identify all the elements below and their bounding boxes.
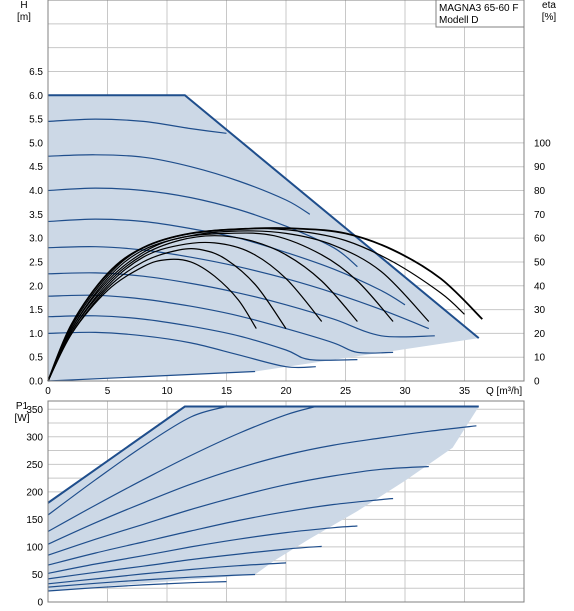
power-speed-curve-5 (47, 497, 394, 566)
eta-axis-title: eta (542, 0, 556, 11)
head-y-tick-label: 3.0 (29, 234, 43, 245)
head-y-tick-label: 2.0 (29, 281, 43, 292)
head-y-tick-label: 4.5 (29, 162, 43, 173)
power-speed-curve-6 (47, 525, 358, 574)
head-y-tick-label: 3.5 (29, 210, 43, 221)
eta-y-tick-label: 70 (534, 210, 546, 221)
head-y-tick-label: 2.5 (29, 257, 43, 268)
power-speed-curve-8 (47, 562, 287, 585)
power-speed-curve-9 (47, 573, 256, 588)
power-speed-curve-10 (47, 581, 227, 592)
power-frame (47, 400, 525, 603)
head-y-tick-label: 1.0 (29, 329, 43, 340)
head-x-tick-label: 5 (105, 386, 111, 397)
head-speed-curve-1 (47, 118, 227, 134)
power-speed-curve-3 (47, 425, 477, 545)
eta-curve-7 (47, 227, 483, 382)
model-label-box (435, 0, 525, 28)
eta-y-tick-label: 10 (534, 353, 546, 364)
power-speed-curve-2 (47, 405, 316, 533)
head-y-tick-label: 5.5 (29, 115, 43, 126)
power-speed-curves (47, 405, 477, 592)
power-speed-curve-4 (47, 465, 429, 556)
head-y-tick-label: 0.5 (29, 353, 43, 364)
head-speed-curve-7 (47, 294, 394, 354)
head-x-tick-label: 25 (340, 386, 352, 397)
head-area-fill (48, 95, 479, 382)
head-y-tick-label: 0.0 (29, 377, 43, 388)
head-speed-curve-5 (47, 246, 430, 330)
head-speed-curve-8 (47, 315, 358, 361)
head-y-tick-label: 6.5 (29, 67, 43, 78)
head-x-tick-label: 0 (45, 386, 51, 397)
power-operating-area (47, 405, 479, 591)
eta-y-tick-label: 40 (534, 281, 546, 292)
power-axis-unit: [W] (15, 413, 30, 424)
power-y-tick-label: 50 (32, 570, 44, 581)
head-x-tick-label: 30 (399, 386, 411, 397)
model-name: MAGNA3 65-60 F (439, 3, 518, 14)
head-x-tick-label: 20 (280, 386, 292, 397)
head-speed-curve-2 (47, 154, 311, 215)
head-x-tick-label: 35 (459, 386, 471, 397)
eta-y-tick-label: 60 (534, 234, 546, 245)
power-speed-curve-1 (47, 405, 227, 516)
power-plot-frame (47, 400, 525, 603)
eta-curve-3 (47, 235, 358, 382)
head-y-tick-label: 1.5 (29, 305, 43, 316)
eta-y-tick-label: 80 (534, 186, 546, 197)
head-plot-frame (47, 0, 525, 382)
eta-curve-5 (47, 230, 430, 382)
power-y-tick-label: 100 (26, 542, 43, 553)
power-area-fill (48, 406, 479, 591)
eta-y-tick-label: 90 (534, 162, 546, 173)
head-x-tick-label: 10 (161, 386, 173, 397)
x-axis-title: Q [m³/h] (486, 386, 522, 397)
eta-y-tick-label: 50 (534, 257, 546, 268)
eta-curve-1 (47, 248, 287, 382)
efficiency-curves (47, 227, 483, 382)
head-y-tick-label: 4.0 (29, 186, 43, 197)
eta-y-tick-label: 30 (534, 305, 546, 316)
power-y-tick-label: 200 (26, 487, 43, 498)
eta-y-tick-label: 20 (534, 329, 546, 340)
model-variant: Modell D (439, 15, 478, 26)
head-y-tick-label: 6.0 (29, 91, 43, 102)
eta-y-tick-label: 0 (534, 377, 540, 388)
head-speed-curve-3 (47, 187, 358, 268)
head-axis-title: H (20, 0, 27, 11)
head-speed-curve-10 (47, 370, 256, 382)
eta-y-tick-label: 100 (534, 138, 551, 149)
power-speed-curve-7 (47, 545, 322, 580)
eta-axis-unit: [%] (542, 12, 557, 23)
head-x-tick-label: 15 (221, 386, 233, 397)
power-axis-title: P1 (16, 401, 29, 412)
eta-curve-4 (47, 232, 394, 382)
power-y-tick-label: 150 (26, 515, 43, 526)
power-speed-curve-0 (47, 406, 186, 504)
head-axis-unit: [m] (17, 12, 31, 23)
power-y-tick-label: 350 (26, 405, 43, 416)
head-frame (47, 0, 525, 382)
power-y-tick-label: 250 (26, 460, 43, 471)
head-y-tick-label: 5.0 (29, 138, 43, 149)
power-y-tick-label: 300 (26, 432, 43, 443)
head-speed-curve-9 (47, 331, 316, 369)
power-y-tick-label: 0 (37, 598, 43, 609)
head-labels: 0.0 0.5 1.0 1.5 2.0 2.5 3.0 3.5 4.0 4.5 5.0 5.5 6.0 6… (17, 0, 556, 397)
